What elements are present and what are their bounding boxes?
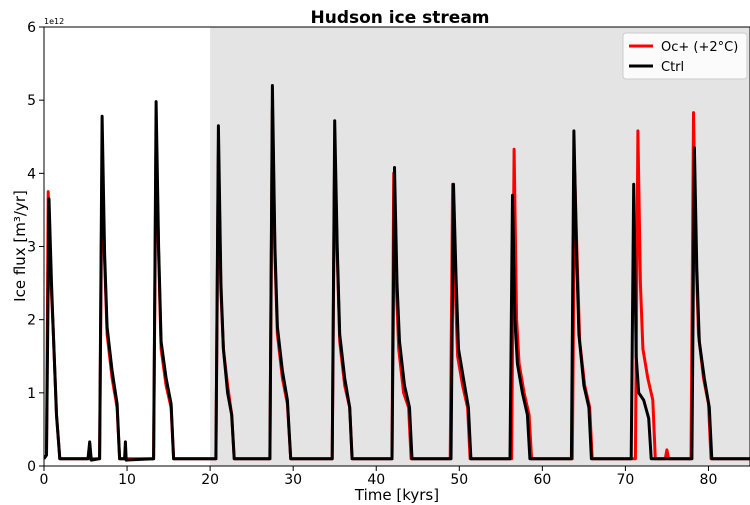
y-axis-label: Ice flux [m³/yr] <box>11 190 29 302</box>
x-tick-label: 0 <box>40 472 49 488</box>
x-tick-label: 60 <box>533 472 551 488</box>
y-tick-label: 2 <box>27 313 36 329</box>
y-tick-label: 5 <box>27 93 36 109</box>
y-tick-label: 3 <box>27 240 36 256</box>
y-tick-label: 6 <box>27 20 36 36</box>
x-tick-label: 70 <box>616 472 634 488</box>
data-line <box>44 84 750 462</box>
y-tick-label: 4 <box>27 166 36 182</box>
y-tick-label: 1 <box>27 386 36 402</box>
plot-frame <box>43 26 750 467</box>
legend-label: Ctrl <box>661 60 684 75</box>
x-tick-label: 10 <box>118 472 136 488</box>
x-axis-label: Time [kyrs] <box>354 486 439 504</box>
legend-label: Oc+ (+2°C) <box>661 40 738 55</box>
x-tick-label: 50 <box>450 472 468 488</box>
x-tick-label: 40 <box>367 472 385 488</box>
legend-box <box>622 32 748 80</box>
x-tick-label: 20 <box>201 472 219 488</box>
y-tick-label: 0 <box>27 459 36 475</box>
x-tick-label: 80 <box>700 472 718 488</box>
shaded-region <box>210 27 750 466</box>
offset-label: 1e12 <box>44 17 64 26</box>
chart-title: Hudson ice stream <box>310 8 489 28</box>
x-tick-label: 30 <box>284 472 302 488</box>
